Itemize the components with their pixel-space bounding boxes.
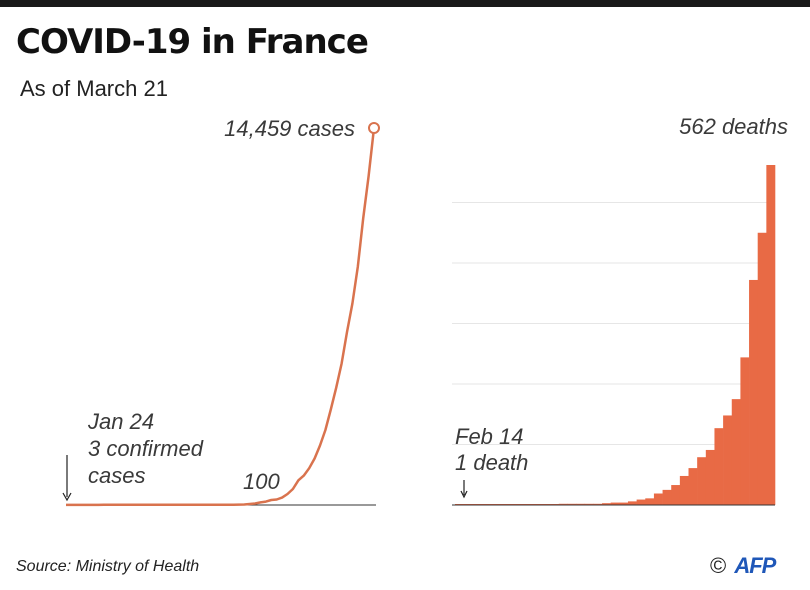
deaths-bar-mar-18 [740, 357, 750, 505]
chart-subtitle: As of March 21 [20, 76, 168, 101]
deaths-bar-mar-17 [731, 399, 741, 505]
deaths-bar-mar-15 [714, 428, 724, 505]
deaths-bar-mar-16 [723, 415, 733, 505]
deaths-bar-mar-5 [627, 501, 637, 505]
deaths-bar-feb-27 [567, 503, 577, 505]
deaths-bar-mar-6 [636, 499, 646, 505]
cases-end-label: 14,459 cases [224, 116, 355, 141]
cases-chart: 14,459 cases 100 Jan 24 3 confirmed case… [62, 116, 380, 507]
deaths-bar-mar-20 [757, 232, 767, 505]
deaths-bar-feb-29 [584, 503, 594, 505]
afp-logo: AFP [734, 553, 776, 578]
deaths-gridlines [452, 202, 775, 445]
cases-100-label: 100 [243, 469, 280, 494]
chart-title: COVID-19 in France [16, 22, 369, 62]
copyright-symbol: © [710, 553, 727, 578]
deaths-bar-mar-13 [697, 457, 707, 505]
top-rule [0, 0, 810, 7]
cases-start-label-count: 3 confirmed [88, 436, 204, 461]
deaths-bar-mar-10 [671, 485, 681, 505]
deaths-start-arrow-head [460, 490, 468, 499]
deaths-chart: 562 deaths Feb 14 1 death [452, 114, 788, 506]
deaths-bar-feb-26 [558, 503, 568, 505]
cases-end-marker [368, 122, 380, 134]
deaths-end-label: 562 deaths [679, 114, 788, 139]
deaths-bar-mar-4 [619, 502, 629, 505]
deaths-bar-mar-2 [602, 503, 611, 505]
deaths-start-label-count: 1 death [455, 450, 528, 475]
cases-start-arrow-head [62, 492, 72, 502]
cases-series-line [66, 127, 376, 507]
deaths-bar-mar-3 [610, 502, 620, 505]
deaths-bar-mar-12 [688, 468, 698, 505]
deaths-bar-mar-21 [766, 165, 776, 505]
deaths-bar-mar-8 [653, 493, 663, 505]
deaths-bar-mar-7 [645, 498, 655, 505]
deaths-bar-feb-28 [576, 503, 586, 505]
deaths-bar-mar-11 [679, 475, 689, 505]
cases-start-label-unit: cases [88, 463, 145, 488]
deaths-start-label-date: Feb 14 [455, 424, 524, 449]
deaths-bar-mar-19 [749, 279, 758, 505]
cases-start-label-date: Jan 24 [87, 409, 154, 434]
deaths-bar-mar-14 [705, 449, 715, 505]
deaths-bar-mar-9 [662, 489, 672, 505]
afp-credit: © AFP [710, 553, 776, 579]
deaths-bar-mar-1 [593, 503, 603, 505]
deaths-bars [455, 165, 776, 505]
source-note: Source: Ministry of Health [16, 558, 200, 575]
